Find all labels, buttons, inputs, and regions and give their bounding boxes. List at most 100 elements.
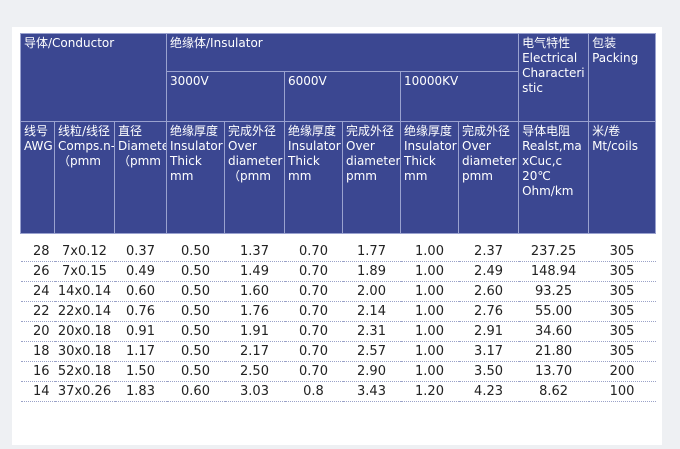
packing-header-line: 包装 xyxy=(592,36,617,50)
header-line: 米/卷 xyxy=(592,124,621,138)
cell-comps: 37x0.26 xyxy=(54,381,115,402)
header-line: 完成外径 xyxy=(346,124,395,138)
cell-insul-thick-3000: 0.50 xyxy=(166,233,225,262)
cell-resistance: 55.00 xyxy=(518,301,589,322)
cell-diameter: 0.37 xyxy=(114,233,167,262)
header-line: 绝缘厚度 xyxy=(288,124,337,138)
cell-over-dia-3000: 1.91 xyxy=(224,321,285,342)
cell-comps: 14x0.14 xyxy=(54,281,115,302)
cell-over-dia-3000: 1.60 xyxy=(224,281,285,302)
header-line: Over xyxy=(346,139,375,153)
column-header-insulator-thick-10000: 绝缘厚度 Insulator Thick mm xyxy=(400,121,459,234)
header-line: 完成外径 xyxy=(228,124,277,138)
voltage-6000-header: 6000V xyxy=(284,71,401,122)
header-line: pmm xyxy=(462,169,493,183)
cell-resistance: 237.25 xyxy=(518,233,589,262)
cell-diameter: 1.17 xyxy=(114,341,167,362)
column-header-insulator-thick-6000: 绝缘厚度 Insulator Thick mm xyxy=(284,121,343,234)
cell-insul-thick-6000: 0.70 xyxy=(284,261,343,282)
cell-insul-thick-10000: 1.00 xyxy=(400,261,459,282)
cell-insul-thick-3000: 0.50 xyxy=(166,361,225,382)
voltage-3000-header: 3000V xyxy=(166,71,285,122)
header-line: mm xyxy=(404,169,428,183)
column-header-awg: 线号 AWG xyxy=(20,121,55,234)
cell-insul-thick-6000: 0.8 xyxy=(284,381,343,402)
column-header-over-diameter-3000: 完成外径 Over diameter （pmm xyxy=(224,121,285,234)
table-row: 22 22x0.14 0.76 0.50 1.76 0.70 2.14 1.00… xyxy=(20,301,656,322)
cell-awg: 20 xyxy=(20,321,55,342)
header-line: Realst,ma xyxy=(522,139,582,153)
cell-resistance: 21.80 xyxy=(518,341,589,362)
header-line: （pmm xyxy=(228,169,271,183)
column-header-over-diameter-6000: 完成外径 Over diameter pmm xyxy=(342,121,401,234)
electrical-header-line: stic xyxy=(522,81,543,95)
cell-insul-thick-10000: 1.00 xyxy=(400,233,459,262)
cell-insul-thick-3000: 0.50 xyxy=(166,281,225,302)
cell-insul-thick-3000: 0.50 xyxy=(166,301,225,322)
cell-comps: 7x0.15 xyxy=(54,261,115,282)
cell-insul-thick-3000: 0.50 xyxy=(166,321,225,342)
cell-insul-thick-6000: 0.70 xyxy=(284,301,343,322)
cell-over-dia-6000: 1.77 xyxy=(342,233,401,262)
column-header-diameter: 直径 Diamete （pmm xyxy=(114,121,167,234)
header-line: mm xyxy=(288,169,312,183)
electrical-header: 电气特性 Electrical Characteri stic xyxy=(518,33,590,122)
cell-insul-thick-6000: 0.70 xyxy=(284,341,343,362)
cell-comps: 20x0.18 xyxy=(54,321,115,342)
cell-over-dia-10000: 2.60 xyxy=(458,281,519,302)
cell-insul-thick-10000: 1.00 xyxy=(400,341,459,362)
electrical-header-line: 电气特性 xyxy=(522,36,571,50)
header-line: diameter xyxy=(346,154,401,168)
electrical-header-line: Characteri xyxy=(522,66,585,80)
table-row: 20 20x0.18 0.91 0.50 1.91 0.70 2.31 1.00… xyxy=(20,321,656,342)
cell-insul-thick-10000: 1.00 xyxy=(400,281,459,302)
header-line: 线号 xyxy=(24,124,49,138)
cell-diameter: 0.91 xyxy=(114,321,167,342)
column-header-over-diameter-10000: 完成外径 Over diameter pmm xyxy=(457,121,520,234)
cell-mt-coils: 305 xyxy=(588,341,656,362)
cell-awg: 22 xyxy=(20,301,55,322)
header-line: AWG xyxy=(24,139,53,153)
header-line: Thick xyxy=(404,154,436,168)
cell-over-dia-10000: 2.49 xyxy=(458,261,519,282)
cell-diameter: 0.60 xyxy=(114,281,167,302)
cable-spec-table: 导体/Conductor 绝缘体/Insulator 电气特性 Electric… xyxy=(20,32,657,402)
cell-comps: 22x0.14 xyxy=(54,301,115,322)
cell-over-dia-6000: 3.43 xyxy=(342,381,401,402)
cell-over-dia-3000: 1.76 xyxy=(224,301,285,322)
cell-over-dia-6000: 2.90 xyxy=(342,361,401,382)
header-line: Insulator xyxy=(404,139,457,153)
cell-awg: 24 xyxy=(20,281,55,302)
cell-over-dia-6000: 1.89 xyxy=(342,261,401,282)
table-row: 14 37x0.26 1.83 0.60 3.03 0.8 3.43 1.20 … xyxy=(20,381,656,402)
cell-mt-coils: 305 xyxy=(588,281,656,302)
header-line: xCuc,c xyxy=(522,154,563,168)
header-line: diameter xyxy=(462,154,517,168)
header-line: mm xyxy=(170,169,194,183)
cell-over-dia-3000: 1.49 xyxy=(224,261,285,282)
cell-over-dia-10000: 3.17 xyxy=(458,341,519,362)
cell-insul-thick-6000: 0.70 xyxy=(284,361,343,382)
cell-over-dia-10000: 2.37 xyxy=(458,233,519,262)
table-row: 18 30x0.18 1.17 0.50 2.17 0.70 2.57 1.00… xyxy=(20,341,656,362)
cell-insul-thick-6000: 0.70 xyxy=(284,281,343,302)
header-line: diameter xyxy=(228,154,283,168)
column-header-insulator-thick-3000: 绝缘厚度 Insulator Thick mm xyxy=(166,121,225,234)
cell-comps: 52x0.18 xyxy=(54,361,115,382)
insulator-header: 绝缘体/Insulator xyxy=(165,32,520,73)
cell-over-dia-3000: 2.17 xyxy=(224,341,285,362)
cell-diameter: 1.83 xyxy=(114,381,167,402)
cell-mt-coils: 305 xyxy=(588,233,656,262)
cell-insul-thick-10000: 1.00 xyxy=(400,361,459,382)
cell-resistance: 34.60 xyxy=(518,321,589,342)
header-line: Over xyxy=(462,139,491,153)
header-line: Mt/coils xyxy=(592,139,639,153)
header-line: 直径 xyxy=(118,124,143,138)
cell-resistance: 148.94 xyxy=(518,261,589,282)
cell-over-dia-3000: 1.37 xyxy=(224,233,285,262)
cell-diameter: 0.49 xyxy=(114,261,167,282)
cell-comps: 7x0.12 xyxy=(54,233,115,262)
cell-awg: 18 xyxy=(20,341,55,362)
voltage-10000-header: 10000KV xyxy=(399,71,520,122)
cell-insul-thick-10000: 1.00 xyxy=(400,301,459,322)
